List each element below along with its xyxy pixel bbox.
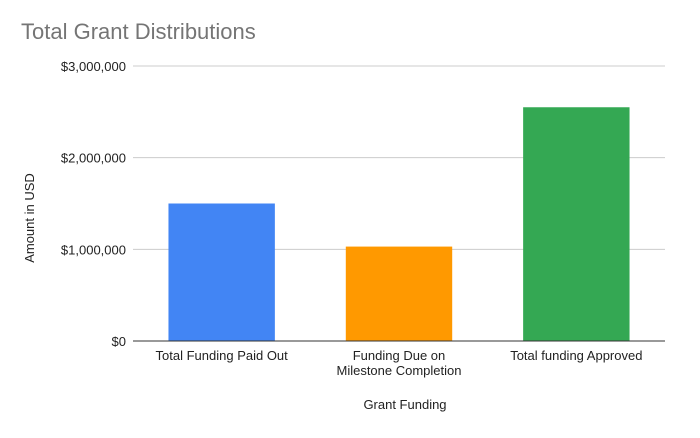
bar [345,246,453,341]
chart-title: Total Grant Distributions [21,19,256,44]
y-tick-label: $2,000,000 [61,151,126,166]
x-axis-ticks: Total Funding Paid Out Funding Due on Mile… [156,348,643,378]
y-tick-label: $3,000,000 [61,59,126,74]
x-tick-label: Total Funding Paid Out [156,348,289,363]
bar [523,107,630,341]
y-tick-label: $0 [112,334,126,349]
bars [168,107,630,341]
y-tick-label: $1,000,000 [61,242,126,257]
y-axis-ticks: $0 $1,000,000 $2,000,000 $3,000,000 [61,59,126,349]
bar [168,203,275,341]
y-axis-label: Amount in USD [22,173,37,263]
x-axis-label: Grant Funding [363,397,446,412]
x-tick-label: Total funding Approved [510,348,642,363]
x-tick-label: Funding Due on Milestone Completion [336,348,461,378]
